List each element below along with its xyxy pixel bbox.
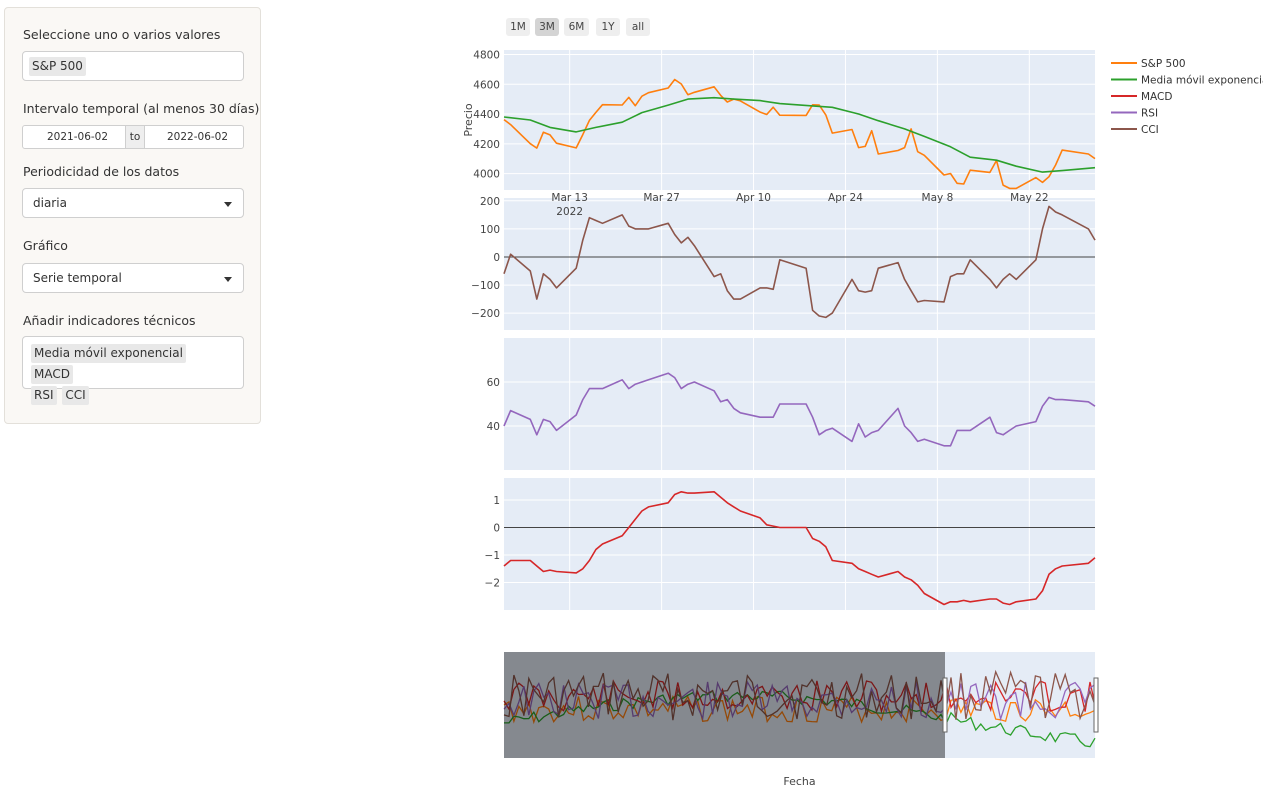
y-tick-label: 60 xyxy=(487,377,500,389)
chart-type-value: Serie temporal xyxy=(33,271,122,285)
chart-type-select[interactable]: Serie temporal xyxy=(22,263,244,293)
range-button-1m[interactable]: 1M xyxy=(506,18,530,36)
series-line-macd xyxy=(503,490,1096,606)
date-end-input[interactable]: 2022-06-02 xyxy=(167,131,229,143)
y-tick-label: 40 xyxy=(487,421,500,433)
y-axis-title: Precio xyxy=(462,103,475,137)
legend-entry: MACD xyxy=(1141,91,1172,103)
y-tick-label: −100 xyxy=(471,280,500,292)
legend-entry: Media móvil exponencial xyxy=(1141,75,1263,87)
sidebar-panel: Seleccione uno o varios valores S&P 500 … xyxy=(4,7,261,424)
x-tick-label: Apr 24 xyxy=(828,192,863,204)
date-range-input: 2021-06-02 to 2022-06-02 xyxy=(22,125,244,149)
range-button-1y[interactable]: 1Y xyxy=(596,18,620,36)
periodicity-value: diaria xyxy=(33,196,67,210)
x-tick-label: May 8 xyxy=(922,192,954,204)
series-line-rsi xyxy=(503,372,1096,447)
y-tick-label: 4200 xyxy=(473,139,500,151)
chart-type-label: Gráfico xyxy=(23,238,68,253)
range-slider-handle-right[interactable] xyxy=(1093,677,1099,733)
range-slider-line xyxy=(503,669,1096,721)
range-button-all[interactable]: all xyxy=(626,18,650,36)
plot-area-price xyxy=(504,50,1095,190)
select-values-label: Seleccione uno o varios valores xyxy=(23,27,221,42)
y-tick-label: 0 xyxy=(493,523,500,535)
y-tick-label: 0 xyxy=(493,252,500,264)
y-tick-label: 4400 xyxy=(473,109,500,121)
series-line-cci xyxy=(503,205,1096,319)
y-tick-label: 1 xyxy=(493,495,500,507)
x-axis-title: Fecha xyxy=(783,775,815,788)
plot-area-CCI xyxy=(504,198,1095,330)
date-separator: to xyxy=(125,126,145,148)
indicator-chip-cci[interactable]: CCI xyxy=(62,386,89,405)
selected-value-chip[interactable]: S&P 500 xyxy=(29,57,86,76)
periodicity-label: Periodicidad de los datos xyxy=(23,164,180,179)
range-slider-handle-left[interactable] xyxy=(942,677,948,733)
y-tick-label: 100 xyxy=(480,224,500,236)
x-tick-label: Mar 27 xyxy=(643,192,680,204)
y-tick-label: 4600 xyxy=(473,79,500,91)
indicator-chip-ema[interactable]: Media móvil exponencial xyxy=(31,344,186,363)
x-tick-label: Apr 10 xyxy=(736,192,771,204)
y-tick-label: 4800 xyxy=(473,49,500,61)
interval-label: Intervalo temporal (al menos 30 días) xyxy=(23,101,260,116)
date-start-input[interactable]: 2021-06-02 xyxy=(47,131,109,143)
periodicity-select[interactable]: diaria xyxy=(22,188,244,218)
x-tick-label: May 22 xyxy=(1010,192,1048,204)
range-button-3m[interactable]: 3M xyxy=(535,18,559,36)
x-tick-label: Mar 13 xyxy=(551,192,588,204)
indicators-label: Añadir indicadores técnicos xyxy=(23,313,196,328)
chevron-down-icon xyxy=(224,202,232,207)
series-line-s-p-500 xyxy=(503,78,1096,190)
legend-entry: RSI xyxy=(1141,108,1158,120)
plot-area-MACD xyxy=(504,478,1095,610)
legend-entry: CCI xyxy=(1141,124,1159,136)
y-tick-label: 4000 xyxy=(473,169,500,181)
range-button-6m[interactable]: 6M xyxy=(564,18,589,36)
series-line-media-m-vil-exponencial xyxy=(503,96,1096,173)
values-select[interactable]: S&P 500 xyxy=(22,51,244,81)
indicators-select[interactable]: Media móvil exponencial MACD RSI CCI xyxy=(22,336,244,405)
x-year-label: 2022 xyxy=(556,206,583,218)
legend-entry: S&P 500 xyxy=(1141,58,1186,70)
indicator-chip-rsi[interactable]: RSI xyxy=(31,386,57,405)
y-tick-label: −200 xyxy=(471,308,500,320)
range-slider-mask xyxy=(504,652,945,758)
y-tick-label: −2 xyxy=(485,578,500,590)
y-tick-label: 200 xyxy=(480,196,500,208)
y-tick-label: −1 xyxy=(485,550,500,562)
indicator-chip-macd[interactable]: MACD xyxy=(31,365,73,384)
chevron-down-icon xyxy=(224,277,232,282)
